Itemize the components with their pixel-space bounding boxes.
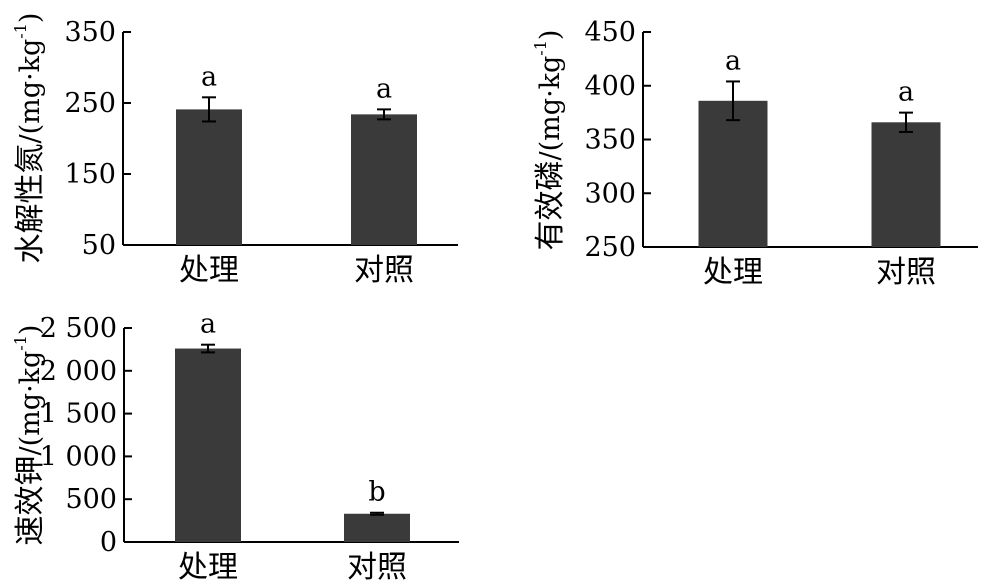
significance-label: a [898,77,914,108]
y-axis-label: 有效磷/(mg·kg-1) [531,30,568,251]
bar [351,114,417,245]
y-axis-label-unit: /(mg·kg [15,39,46,144]
y-axis-label-unit: /(mg·kg [15,351,46,456]
y-axis-label-superscript: -1 [531,40,550,56]
significance-label: b [368,477,385,508]
y-axis-label-main: 有效磷 [533,160,568,250]
y-tick-label: 300 [584,178,636,209]
y-axis-label-superscript: -1 [11,335,30,351]
y-axis-label-unit: /(mg·kg [535,56,566,161]
y-tick-label: 1 000 [40,441,117,472]
y-axis-label-main: 水解性氮 [13,143,48,263]
y-axis-label: 速效钾/(mg·kg-1) [11,325,48,546]
significance-label: a [200,309,216,340]
x-tick-label: 处理 [703,255,763,290]
y-axis-label: 水解性氮/(mg·kg-1) [11,13,48,264]
chart-panel-3: 0 500 1 000 1 500 2 000 2 500 a 处理 b 对照 速效钾/(mg·kg… [11,309,459,584]
y-tick-label: 150 [64,159,116,190]
y-axis-label-close: ) [15,325,46,336]
chart-panel-2: 250 300 350 400 450 a 处理 a 对照 有效磷/(mg·kg-1) [531,17,978,290]
bar [698,100,768,247]
x-tick-label: 处理 [179,253,239,288]
y-tick-label: 250 [584,232,636,263]
y-tick-label: 500 [65,484,117,515]
y-tick-label: 350 [64,17,116,48]
y-axis-label-superscript: -1 [11,23,30,39]
x-tick-label: 对照 [354,253,414,288]
y-tick-label: 2 000 [40,356,117,387]
significance-label: a [376,73,392,104]
y-tick-label: 450 [584,17,636,48]
y-tick-label: 50 [82,230,116,261]
x-tick-label: 对照 [876,255,936,290]
chart-panel-1: 50 150 250 350 a 处理 a 对照 水解性氮/(mg·kg-1) [11,13,458,288]
x-tick-label: 对照 [347,550,407,584]
y-axis-label-main: 速效钾 [13,455,48,545]
y-tick-label: 1 500 [40,399,117,430]
y-tick-label: 0 [100,527,117,558]
y-tick-label: 250 [64,88,116,119]
bar [176,109,242,245]
bar [344,513,410,542]
y-tick-label: 350 [584,125,636,156]
x-tick-label: 处理 [178,550,238,584]
y-axis-label-close: ) [15,13,46,24]
significance-label: a [201,61,217,92]
significance-label: a [725,45,741,76]
bar [871,122,941,247]
bar [175,348,241,542]
y-axis-label-close: ) [535,30,566,41]
y-tick-label: 400 [584,71,636,102]
y-tick-label: 2 500 [40,313,117,344]
